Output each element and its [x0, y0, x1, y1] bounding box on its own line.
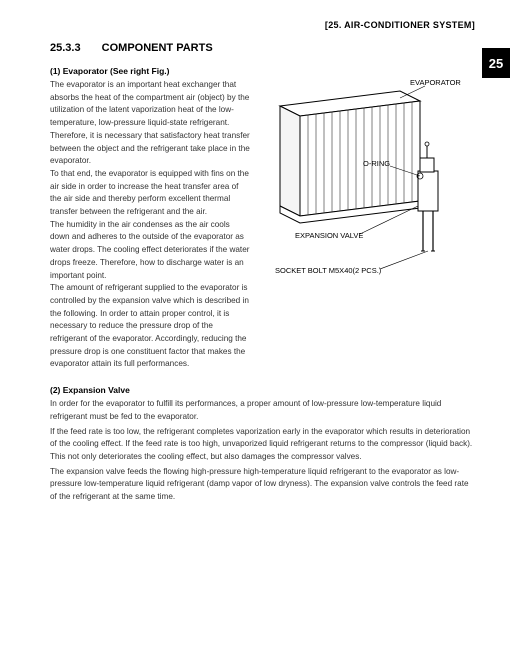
expansion-section: (2) Expansion Valve In order for the eva… — [50, 385, 475, 504]
figure-column: EVAPORATOR O-RING EXPANSION VALVE SOCKET… — [260, 66, 475, 296]
text-column: (1) Evaporator (See right Fig.) The evap… — [50, 66, 250, 371]
label-oring: O-RING — [363, 159, 390, 168]
evaporator-diagram: EVAPORATOR O-RING EXPANSION VALVE SOCKET… — [260, 76, 470, 296]
evaporator-p3: The humidity in the air condenses as the… — [50, 219, 250, 283]
expansion-p2: If the feed rate is too low, the refrige… — [50, 426, 475, 464]
label-socket: SOCKET BOLT M5X40(2 PCS.) — [275, 266, 382, 275]
evaporator-p2: To that end, the evaporator is equipped … — [50, 168, 250, 219]
chapter-tab: 25 — [482, 48, 510, 78]
section-title: 25.3.3 COMPONENT PARTS — [50, 42, 475, 54]
expansion-heading: (2) Expansion Valve — [50, 385, 475, 395]
evaporator-p4: The amount of refrigerant supplied to th… — [50, 282, 250, 371]
label-evaporator: EVAPORATOR — [410, 78, 461, 87]
expansion-p3: The expansion valve feeds the flowing hi… — [50, 466, 475, 504]
evaporator-heading: (1) Evaporator (See right Fig.) — [50, 66, 250, 76]
page: [25. AIR-CONDITIONER SYSTEM] 25 25.3.3 C… — [0, 0, 510, 524]
evaporator-body — [280, 91, 420, 223]
expansion-valve-shape — [418, 142, 438, 251]
label-expansion: EXPANSION VALVE — [295, 231, 363, 240]
content-row: (1) Evaporator (See right Fig.) The evap… — [50, 66, 475, 371]
page-header: [25. AIR-CONDITIONER SYSTEM] — [50, 20, 475, 30]
section-name: COMPONENT PARTS — [102, 42, 213, 54]
evaporator-p1: The evaporator is an important heat exch… — [50, 79, 250, 168]
expansion-p1: In order for the evaporator to fulfill i… — [50, 398, 475, 423]
section-number: 25.3.3 — [50, 42, 81, 54]
